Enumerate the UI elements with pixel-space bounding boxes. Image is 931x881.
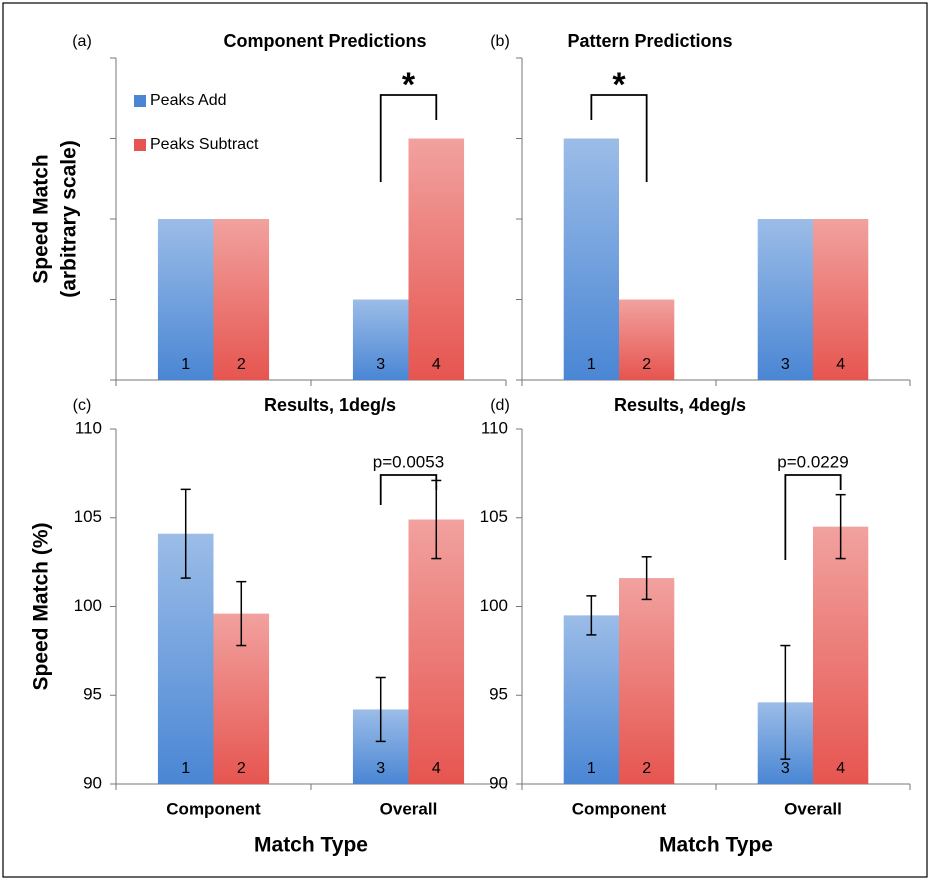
y-axis-label: Speed Match (%) — [30, 522, 53, 690]
bar-label: 1 — [587, 356, 596, 373]
legend-swatch — [134, 139, 146, 151]
significance-label: p=0.0053 — [373, 452, 444, 471]
x-tick-label: Overall — [784, 799, 842, 818]
bar — [813, 526, 869, 784]
bar — [408, 519, 465, 784]
significance-bracket — [379, 474, 438, 505]
y-tick-label: 110 — [75, 418, 102, 437]
bar — [619, 578, 675, 784]
bar-label: 3 — [376, 356, 385, 373]
bar-label: 1 — [181, 760, 190, 777]
bar-label: 2 — [642, 356, 651, 373]
error-bar — [780, 644, 791, 760]
y-tick-label: 110 — [481, 418, 508, 437]
bar-label: 4 — [836, 760, 845, 777]
bar-label: 1 — [181, 356, 190, 373]
bar-label: 1 — [587, 760, 596, 777]
y-tick-label: 95 — [83, 685, 102, 704]
y-axis-label: (arbitrary scale) — [58, 140, 81, 298]
panel-label: (a) — [72, 33, 92, 50]
error-bar — [180, 488, 191, 579]
significance-bracket — [590, 94, 648, 182]
significance-bracket — [784, 474, 842, 560]
bar — [563, 138, 619, 380]
error-bar — [375, 676, 386, 743]
panel-title: Results, 4deg/s — [614, 395, 746, 415]
y-tick-label: 95 — [489, 685, 508, 704]
x-tick-label: Component — [572, 799, 667, 818]
bar — [213, 219, 270, 380]
y-tick-label: 105 — [74, 507, 102, 526]
panel-label: (b) — [490, 33, 510, 50]
panel-label: (d) — [490, 397, 510, 414]
bar — [408, 138, 465, 380]
bar — [757, 219, 813, 380]
bar — [813, 219, 869, 380]
panel-title: Pattern Predictions — [567, 31, 732, 51]
significance-label: p=0.0229 — [777, 452, 848, 471]
y-tick-label: 100 — [480, 596, 508, 615]
significance-label: * — [402, 66, 416, 104]
error-bar — [835, 493, 846, 560]
bar-label: 3 — [781, 760, 790, 777]
legend-label: Peaks Subtract — [150, 136, 259, 153]
x-tick-label: Component — [166, 799, 261, 818]
error-bar — [236, 580, 247, 647]
bar-label: 3 — [781, 356, 790, 373]
x-tick-label: Overall — [380, 799, 438, 818]
legend-label: Peaks Add — [150, 92, 227, 109]
bar — [619, 299, 675, 380]
bar-label: 2 — [642, 760, 651, 777]
x-axis-label: Match Type — [659, 834, 773, 857]
y-tick-label: 100 — [74, 596, 102, 615]
bar-label: 3 — [376, 760, 385, 777]
y-tick-label: 90 — [489, 773, 508, 792]
bar-label: 4 — [432, 760, 441, 777]
significance-label: * — [612, 66, 626, 104]
y-tick-label: 90 — [83, 773, 102, 792]
y-axis-label: Speed Match — [30, 154, 53, 284]
legend-swatch — [134, 95, 146, 107]
bar-label: 2 — [237, 760, 246, 777]
bar-label: 4 — [432, 356, 441, 373]
bar-label: 4 — [836, 356, 845, 373]
panel-title: Results, 1deg/s — [264, 395, 396, 415]
panel-label: (c) — [73, 397, 92, 414]
x-axis-label: Match Type — [254, 834, 368, 857]
bar-label: 2 — [237, 356, 246, 373]
error-bar — [586, 595, 597, 636]
bar — [352, 299, 409, 380]
panel-title: Component Predictions — [223, 31, 426, 51]
error-bar — [641, 556, 652, 601]
significance-bracket — [379, 94, 438, 182]
bar — [563, 615, 619, 784]
y-tick-label: 105 — [480, 507, 508, 526]
bar — [157, 219, 214, 380]
